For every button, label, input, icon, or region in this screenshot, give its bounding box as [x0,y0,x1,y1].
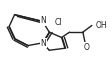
Text: O: O [84,43,90,52]
Text: N: N [40,39,46,48]
Text: Cl: Cl [54,18,62,27]
Text: OH: OH [96,21,107,30]
Text: N: N [40,16,46,25]
